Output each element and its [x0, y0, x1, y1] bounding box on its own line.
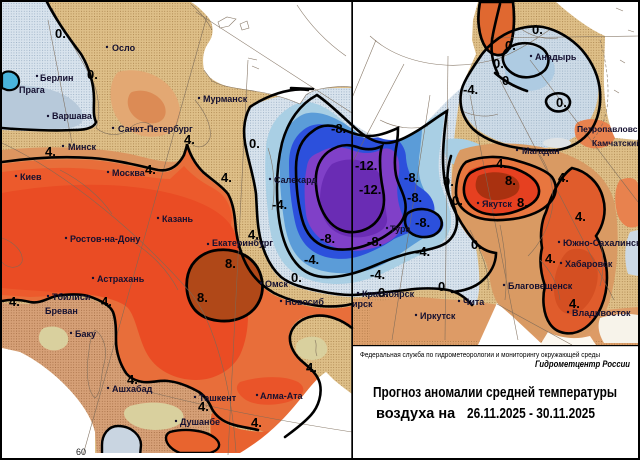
svg-text:0.: 0. [532, 22, 543, 37]
svg-text:Киев: Киев [20, 172, 42, 182]
svg-text:Омск: Омск [265, 279, 289, 289]
svg-text:0.: 0. [505, 38, 516, 53]
svg-text:Южно-Сахалинск: Южно-Сахалинск [563, 238, 640, 248]
svg-text:Прага: Прага [19, 85, 46, 95]
svg-text:0.: 0. [87, 67, 98, 82]
svg-text:8.: 8. [197, 290, 208, 305]
svg-text:4.: 4. [9, 294, 20, 309]
svg-text:Санкт-Петербург: Санкт-Петербург [118, 124, 193, 134]
svg-text:Анадырь: Анадырь [535, 52, 577, 62]
svg-text:0.: 0. [502, 73, 513, 88]
svg-text:Екатеринбург: Екатеринбург [212, 238, 273, 248]
svg-text:Владивосток: Владивосток [572, 308, 631, 318]
svg-text:-8.: -8. [367, 234, 382, 249]
svg-text:0.: 0. [452, 193, 463, 208]
svg-text:Иркутск: Иркутск [420, 311, 456, 321]
svg-text:Казань: Казань [162, 214, 194, 224]
svg-text:8.: 8. [517, 195, 528, 210]
svg-text:Чита: Чита [463, 297, 485, 307]
svg-text:4.: 4. [45, 144, 56, 159]
svg-text:-12.: -12. [355, 158, 377, 173]
svg-text:-8.: -8. [331, 121, 346, 136]
svg-text:ирск: ирск [352, 299, 373, 309]
svg-text:-8.: -8. [320, 231, 335, 246]
svg-text:-4.: -4. [370, 267, 385, 282]
svg-text:Бреван: Бреван [45, 306, 78, 316]
svg-text:4.: 4. [306, 360, 317, 375]
svg-text:4.: 4. [569, 296, 580, 311]
svg-text:Астрахань: Астрахань [97, 274, 145, 284]
svg-text:воздуха на: воздуха на [376, 406, 456, 422]
svg-text:8.: 8. [505, 173, 516, 188]
svg-text:4.: 4. [127, 372, 138, 387]
svg-text:0.: 0. [471, 237, 482, 252]
svg-text:-4.: -4. [463, 82, 478, 97]
svg-text:-4.: -4. [272, 197, 287, 212]
svg-text:0.: 0. [438, 279, 449, 294]
svg-text:4.: 4. [198, 399, 209, 414]
svg-text:4.: 4. [101, 294, 112, 309]
svg-text:4.: 4. [184, 132, 195, 147]
svg-text:-8.: -8. [415, 215, 430, 230]
svg-text:-4.: -4. [304, 252, 319, 267]
svg-text:Петропавловск: Петропавловск [577, 124, 640, 134]
svg-text:Осло: Осло [112, 43, 136, 53]
svg-text:0.: 0. [55, 26, 66, 41]
svg-text:4.: 4. [575, 209, 586, 224]
svg-text:Красноярск: Красноярск [362, 289, 415, 299]
svg-text:4.: 4. [496, 156, 507, 171]
svg-text:0.: 0. [291, 270, 302, 285]
svg-text:-8.: -8. [407, 190, 422, 205]
svg-text:Ташкент: Ташкент [199, 393, 237, 403]
svg-text:Хабаровск: Хабаровск [565, 259, 613, 269]
svg-text:0.: 0. [556, 95, 567, 110]
svg-text:Алма-Ата: Алма-Ата [260, 391, 304, 401]
svg-text:Гидрометцентр России: Гидрометцентр России [535, 359, 630, 370]
svg-text:4.: 4. [251, 415, 262, 430]
svg-text:-8.: -8. [404, 170, 419, 185]
svg-text:4.: 4. [248, 227, 259, 242]
svg-text:4.: 4. [558, 170, 569, 185]
svg-text:Федеральная служба по гидромет: Федеральная служба по гидрометеорологии … [360, 350, 600, 359]
svg-text:Ашхабад: Ашхабад [112, 384, 153, 394]
svg-text:Тура: Тура [390, 224, 412, 234]
svg-text:4.: 4. [145, 162, 156, 177]
svg-text:Минск: Минск [68, 142, 96, 152]
svg-text:4.: 4. [545, 251, 556, 266]
svg-text:0.: 0. [493, 56, 504, 71]
svg-text:Баку: Баку [75, 329, 96, 339]
svg-text:4.: 4. [221, 170, 232, 185]
svg-text:Мурманск: Мурманск [203, 94, 248, 104]
svg-text:Берлин: Берлин [40, 73, 73, 83]
svg-text:Варшава: Варшава [52, 111, 93, 121]
svg-text:Прогноз аномалии средней темпе: Прогноз аномалии средней температуры [373, 385, 617, 401]
svg-text:Новосиб: Новосиб [285, 297, 324, 307]
svg-text:0.: 0. [443, 174, 454, 189]
svg-text:60: 60 [76, 447, 86, 457]
svg-text:Душанбе: Душанбе [180, 417, 220, 427]
svg-text:-12.: -12. [359, 182, 381, 197]
svg-text:Благовещенск: Благовещенск [508, 281, 573, 291]
svg-text:Камчатский: Камчатский [592, 138, 640, 148]
svg-text:Ростов-на-Дону: Ростов-на-Дону [70, 234, 140, 244]
svg-text:Якутск: Якутск [482, 199, 512, 209]
svg-text:0.: 0. [249, 136, 260, 151]
svg-text:Магадан: Магадан [522, 146, 560, 156]
svg-text:8.: 8. [225, 256, 236, 271]
svg-text:26.11.2025 - 30.11.2025: 26.11.2025 - 30.11.2025 [467, 406, 595, 422]
svg-text:Тбилиси: Тбилиси [52, 292, 90, 302]
svg-text:Салехард: Салехард [274, 175, 317, 185]
svg-text:0.: 0. [378, 285, 389, 300]
svg-text:-4.: -4. [415, 244, 430, 259]
svg-text:Москва: Москва [112, 168, 146, 178]
